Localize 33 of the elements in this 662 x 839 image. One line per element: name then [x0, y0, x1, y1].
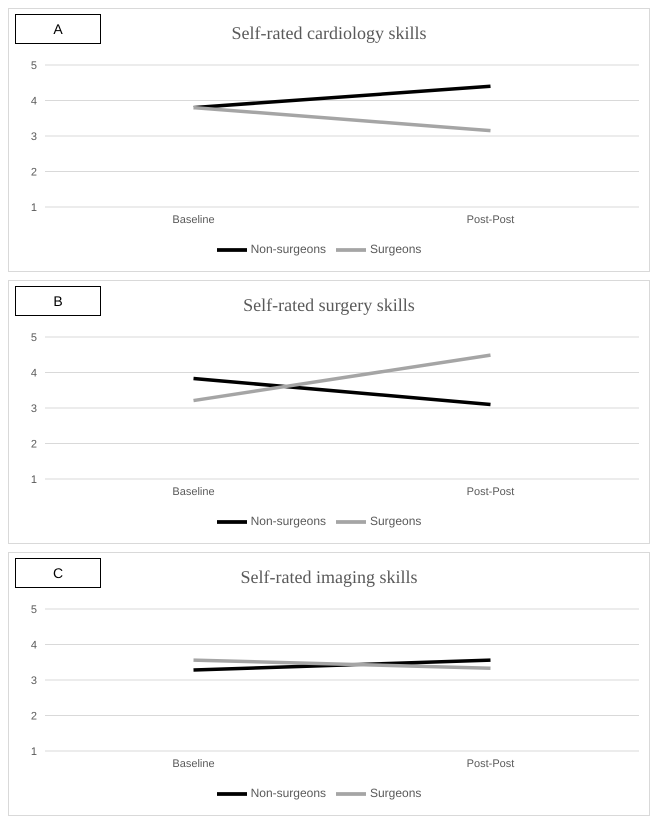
- y-tick-label: 2: [30, 166, 37, 178]
- y-tick-label: 2: [30, 710, 37, 722]
- legend-label: Non-surgeons: [250, 242, 326, 256]
- text: A: [15, 14, 101, 44]
- y-tick-label: 3: [30, 674, 37, 687]
- y-tick-label: 3: [30, 130, 37, 143]
- y-tick-label: 4: [30, 367, 37, 380]
- chart-title: Self-rated cardiology skills: [232, 23, 426, 43]
- text: B: [15, 286, 101, 316]
- y-tick-label: 1: [30, 746, 37, 758]
- x-tick-label: Post-Post: [466, 758, 514, 770]
- x-tick-label: Baseline: [172, 214, 215, 226]
- y-tick-label: 4: [30, 95, 37, 108]
- y-tick-label: 3: [30, 402, 37, 415]
- legend-label: Surgeons: [370, 242, 422, 256]
- y-tick-label: 5: [30, 60, 37, 72]
- y-tick-label: 2: [30, 438, 37, 450]
- legend-label: Non-surgeons: [250, 514, 326, 528]
- x-tick-label: Baseline: [172, 758, 215, 770]
- y-tick-label: 1: [30, 474, 37, 486]
- x-tick-label: Baseline: [172, 486, 215, 498]
- legend-label: Surgeons: [370, 786, 422, 800]
- y-tick-label: 5: [30, 332, 37, 344]
- y-tick-label: 1: [30, 202, 37, 214]
- chart-title: Self-rated surgery skills: [243, 295, 415, 315]
- text: C: [15, 558, 101, 588]
- chart-title: Self-rated imaging skills: [240, 567, 418, 587]
- legend-label: Surgeons: [370, 514, 422, 528]
- x-tick-label: Post-Post: [466, 486, 514, 498]
- legend-label: Non-surgeons: [250, 786, 326, 800]
- x-tick-label: Post-Post: [466, 214, 514, 226]
- y-tick-label: 4: [30, 639, 37, 652]
- y-tick-label: 5: [30, 604, 37, 616]
